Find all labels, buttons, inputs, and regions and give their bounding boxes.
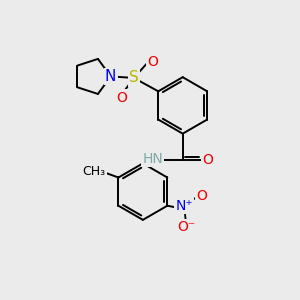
Text: N: N (105, 69, 116, 84)
Text: O: O (202, 153, 213, 167)
Text: N⁺: N⁺ (176, 199, 193, 213)
Text: S: S (129, 70, 139, 86)
Text: O: O (196, 189, 207, 203)
Text: O: O (147, 55, 158, 69)
Text: O⁻: O⁻ (178, 220, 196, 234)
Text: HN: HN (142, 152, 163, 166)
Text: O: O (116, 91, 128, 104)
Text: CH₃: CH₃ (82, 165, 106, 178)
